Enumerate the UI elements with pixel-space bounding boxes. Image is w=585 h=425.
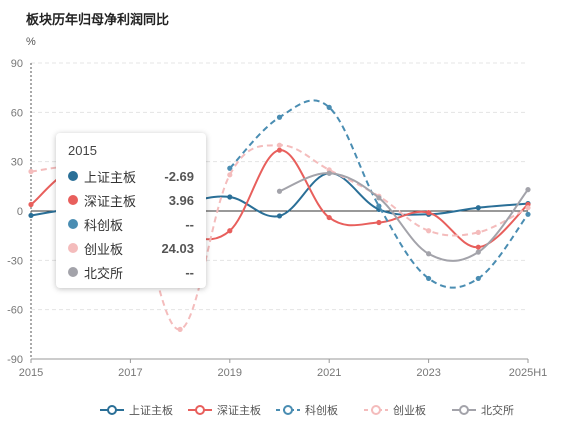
y-tick-label: 0 <box>17 206 23 218</box>
tooltip-series-name: 上证主板 <box>84 169 137 185</box>
data-point <box>525 205 531 211</box>
data-point <box>28 201 34 208</box>
data-point <box>376 195 382 201</box>
series-line <box>30 144 529 331</box>
series-5 <box>276 170 531 262</box>
tooltip-row: 创业板 24.03 <box>68 236 194 260</box>
data-point <box>276 114 283 120</box>
tooltip-series-value: 3.96 <box>168 192 194 208</box>
x-tick-label: 2025H1 <box>509 367 548 379</box>
tooltip-row: 上证主板 -2.69 <box>68 164 194 188</box>
legend-item: 创业板 <box>364 403 426 417</box>
data-point <box>426 210 432 216</box>
data-point <box>475 244 481 250</box>
data-point <box>276 147 283 153</box>
data-point <box>227 194 233 200</box>
tooltip-dot <box>68 195 78 205</box>
y-tick-label: -60 <box>7 305 23 317</box>
legend-label: 创业板 <box>393 403 426 417</box>
tooltip-series-name: 深证主板 <box>84 193 137 209</box>
x-tick-label: 2021 <box>317 367 341 379</box>
data-point <box>276 188 283 194</box>
tooltip-series-value: -2.69 <box>164 168 194 184</box>
tooltip-title: 2015 <box>68 143 97 158</box>
y-tick-label: 90 <box>11 58 23 70</box>
legend-swatch-dot <box>283 405 293 415</box>
tooltip-row: 科创板 -- <box>68 212 194 236</box>
y-tick-label: -30 <box>7 255 23 267</box>
legend-swatch-dot <box>107 405 117 415</box>
data-point <box>475 249 481 255</box>
tooltip-dot <box>68 171 78 181</box>
data-point <box>276 142 283 148</box>
x-tick-label: 2023 <box>416 367 440 379</box>
chart-title: 板块历年归母净利润同比 <box>26 12 170 27</box>
data-point <box>475 275 481 282</box>
data-point <box>326 104 332 110</box>
data-point <box>28 212 34 219</box>
y-axis-unit: % <box>26 36 36 48</box>
series-3 <box>227 99 531 289</box>
legend-item: 北交所 <box>452 403 514 417</box>
legend-swatch-dot <box>371 405 381 415</box>
tooltip-dot <box>68 219 78 229</box>
tooltip-series-value: -- <box>185 216 194 232</box>
x-tick-label: 2015 <box>19 367 43 379</box>
data-point <box>227 172 233 178</box>
legend-label: 科创板 <box>305 403 338 417</box>
data-point <box>227 165 233 171</box>
tooltip-series-name: 北交所 <box>84 265 124 281</box>
y-tick-label: -90 <box>7 354 23 366</box>
y-tick-label: 60 <box>11 107 23 119</box>
data-point <box>276 213 283 219</box>
data-point <box>177 326 183 332</box>
data-point <box>326 170 332 176</box>
legend-label: 深证主板 <box>217 403 261 417</box>
tooltip-dot <box>68 267 78 277</box>
data-point <box>426 275 432 282</box>
legend-swatch-dot <box>459 405 469 415</box>
legend-label: 上证主板 <box>129 403 173 417</box>
data-point <box>475 205 481 211</box>
tooltip: 2015 上证主板 -2.69 深证主板 3.96 科创板 -- 创业板 24.… <box>56 133 206 288</box>
tooltip-row: 北交所 -- <box>68 260 194 284</box>
data-point <box>525 211 531 217</box>
data-point <box>475 229 481 235</box>
tooltip-series-value: 24.03 <box>161 240 194 256</box>
data-point <box>376 219 382 226</box>
data-point <box>525 187 531 193</box>
series-line <box>279 172 529 262</box>
y-tick-label: 30 <box>11 157 23 169</box>
data-point <box>426 251 432 257</box>
x-tick-label: 2017 <box>118 367 142 379</box>
tooltip-series-name: 创业板 <box>84 241 124 257</box>
tooltip-dot <box>68 243 78 253</box>
tooltip-series-value: -- <box>185 264 194 280</box>
data-point <box>376 203 382 209</box>
legend-label: 北交所 <box>481 403 514 417</box>
x-tick-label: 2019 <box>218 367 242 379</box>
data-point <box>28 168 34 175</box>
data-point <box>227 228 233 234</box>
legend-swatch-dot <box>195 405 205 415</box>
data-point <box>426 228 432 234</box>
legend-item: 科创板 <box>276 403 338 417</box>
legend-item: 深证主板 <box>188 403 261 417</box>
data-point <box>326 214 332 221</box>
legend-item: 上证主板 <box>100 403 173 417</box>
tooltip-series-name: 科创板 <box>84 217 124 233</box>
tooltip-row: 深证主板 3.96 <box>68 188 194 212</box>
